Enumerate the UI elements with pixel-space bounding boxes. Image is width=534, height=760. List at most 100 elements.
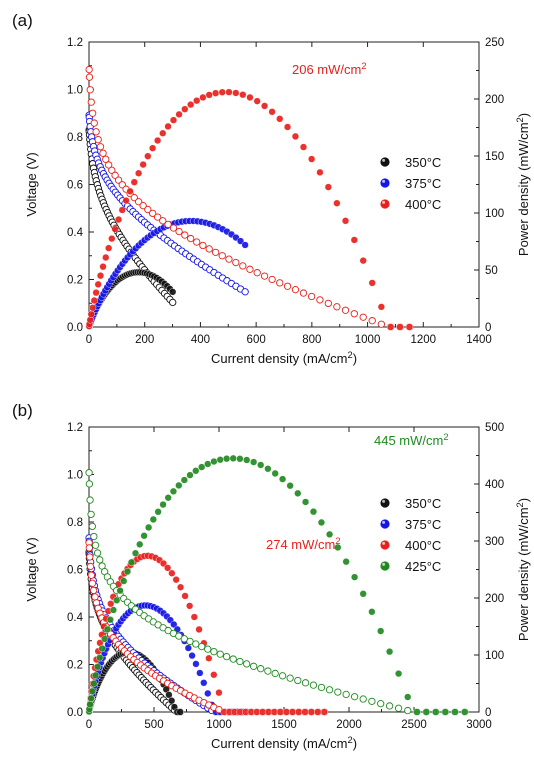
peak-power-annotation-part: 206 mW/cm xyxy=(292,62,361,77)
peak-power-annotation-sup: 2 xyxy=(335,536,340,546)
power-point xyxy=(180,476,188,484)
series-400°C xyxy=(85,539,329,716)
chart-panel-a: (a)0 200 400 600 800 1000 1200 14000.00.20.40.6… xyxy=(12,11,531,366)
panel-label: (a) xyxy=(12,11,33,30)
voltage-point xyxy=(236,657,244,666)
legend-marker xyxy=(380,157,390,167)
x-tick-label: 2500 xyxy=(401,719,427,731)
voltage-point xyxy=(90,119,98,127)
y-tick-label: 0.0 xyxy=(67,707,83,719)
power-point xyxy=(205,654,213,662)
power-point xyxy=(169,288,177,296)
power-point xyxy=(175,110,183,118)
power-point xyxy=(215,689,223,697)
peak-power-annotation: 274 mW/cm2 xyxy=(266,536,341,552)
voltage-point xyxy=(87,98,95,106)
x-axis-label-sup: 2 xyxy=(348,350,353,360)
voltage-point xyxy=(334,688,342,696)
y-tick-label: 0.6 xyxy=(67,565,83,577)
voltage-point xyxy=(271,669,279,678)
power-point xyxy=(295,708,303,716)
power-point xyxy=(288,708,297,716)
voltage-point xyxy=(134,198,143,206)
power-point xyxy=(169,487,178,495)
voltage-point xyxy=(264,667,272,675)
power-point xyxy=(170,620,178,629)
y-tick-label: 0.6 xyxy=(67,180,83,192)
voltage-point xyxy=(85,544,93,552)
x-tick-label: 600 xyxy=(247,334,266,346)
voltage-point xyxy=(286,674,294,682)
x-axis-label-part: Current density (mA/cm xyxy=(211,351,348,366)
power-point xyxy=(111,225,119,233)
voltage-point xyxy=(108,166,116,174)
voltage-point xyxy=(325,686,334,694)
chart-panel-b: (b)0 500 1000 1500 2000 2500 30000.00.20.40.60… xyxy=(12,401,531,751)
power-point xyxy=(168,697,176,705)
voltage-point xyxy=(86,86,94,94)
voltage-point xyxy=(111,171,119,179)
y-tick-label: 0.2 xyxy=(67,275,83,287)
power-point xyxy=(268,108,276,116)
legend: 350°C 375°C 400°C xyxy=(380,155,441,212)
peak-power-annotation-part: 274 mW/cm xyxy=(266,537,335,552)
x-tick-label: 0 xyxy=(86,719,92,731)
voltage-point xyxy=(86,562,95,571)
voltage-point xyxy=(205,245,213,253)
series-400°C xyxy=(85,65,414,331)
power-point xyxy=(94,280,102,288)
legend-marker-highlight xyxy=(382,541,386,545)
power-point xyxy=(451,708,459,716)
power-point xyxy=(90,296,98,305)
power-point xyxy=(175,481,183,490)
y-tick-label: 1.0 xyxy=(67,85,83,97)
x-tick-label: 400 xyxy=(191,334,210,346)
power-point xyxy=(195,625,203,634)
voltage-point xyxy=(309,681,318,689)
power-point xyxy=(276,708,284,716)
voltage-point xyxy=(88,109,97,117)
voltage-point xyxy=(99,149,107,157)
voltage-point xyxy=(276,279,284,287)
series-425°C xyxy=(85,454,469,716)
voltage-point xyxy=(229,655,237,663)
series-375°C xyxy=(85,111,249,331)
power-point xyxy=(316,168,324,176)
power-point xyxy=(154,136,162,145)
power-point xyxy=(314,708,322,716)
x-tick-label: 200 xyxy=(135,334,154,346)
voltage-point xyxy=(91,593,99,601)
power-point xyxy=(253,97,261,105)
power-point xyxy=(187,100,195,109)
y-tick-label: 1.2 xyxy=(67,37,83,49)
y-tick-label: 0.2 xyxy=(67,660,83,672)
power-point xyxy=(101,635,109,643)
power-point xyxy=(149,515,157,524)
voltage-point xyxy=(225,255,233,263)
voltage-point xyxy=(404,706,412,715)
legend: 350°C 375°C 400°C 425°C xyxy=(380,496,441,574)
voltage-point xyxy=(85,65,93,74)
voltage-point xyxy=(210,648,218,656)
voltage-point xyxy=(85,480,94,488)
power-point xyxy=(190,613,198,621)
power-point xyxy=(108,235,116,243)
x-axis-label-sup: 2 xyxy=(348,735,353,745)
power-point xyxy=(96,654,104,662)
power-point xyxy=(396,323,404,331)
voltage-point xyxy=(169,298,177,307)
y2-axis-label-part: ) xyxy=(516,498,531,502)
voltage-point xyxy=(394,704,403,712)
voltage-point xyxy=(368,317,376,325)
power-point xyxy=(324,183,332,191)
x-tick-label: 1200 xyxy=(410,334,436,346)
power-point xyxy=(87,694,95,702)
power-point xyxy=(294,489,302,497)
x-axis-label-part: ) xyxy=(353,351,357,366)
power-point xyxy=(325,530,334,538)
x-tick-label: 2000 xyxy=(336,719,362,731)
voltage-point xyxy=(92,128,100,136)
power-point xyxy=(113,596,121,604)
power-point xyxy=(413,708,421,716)
voltage-point xyxy=(175,227,183,236)
